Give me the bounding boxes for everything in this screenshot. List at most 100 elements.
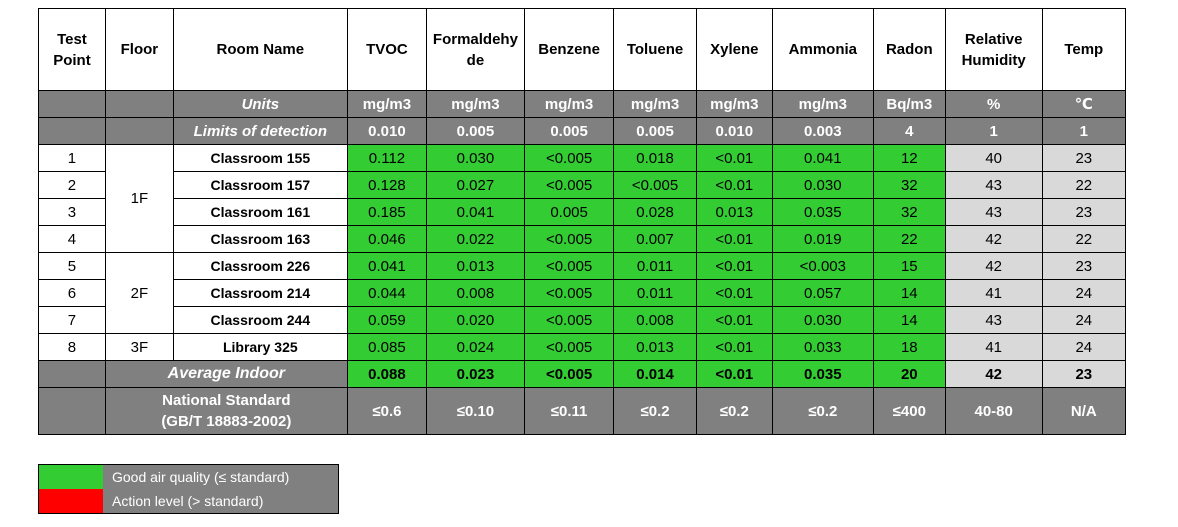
avg-xylene: <0.01 <box>695 360 773 388</box>
formaldehyde-cell: 0.030 <box>426 144 525 172</box>
radon-cell: 15 <box>872 252 946 280</box>
std-benzene: ≤0.11 <box>523 387 615 435</box>
temp-cell: 24 <box>1041 333 1127 361</box>
formaldehyde-cell: 0.024 <box>426 333 525 361</box>
avg-formaldehyde: 0.023 <box>426 360 525 388</box>
tvoc-cell: 0.085 <box>346 333 428 361</box>
tvoc-cell: 0.128 <box>346 171 428 199</box>
std-tvoc: ≤0.6 <box>346 387 428 435</box>
blank-cell <box>38 117 106 145</box>
blank-cell <box>104 117 174 145</box>
test-point-cell: 1 <box>38 144 106 172</box>
table-row: 4 Classroom 163 0.046 0.022 <0.005 0.007… <box>38 225 1127 253</box>
xylene-cell: <0.01 <box>695 225 773 253</box>
formaldehyde-cell: 0.027 <box>426 171 525 199</box>
header-room-name: Room Name <box>172 8 348 91</box>
xylene-cell: <0.01 <box>695 279 773 307</box>
avg-ammonia: 0.035 <box>771 360 874 388</box>
average-indoor-label: Average Indoor <box>104 360 348 388</box>
toluene-cell: <0.005 <box>613 171 697 199</box>
header-radon: Radon <box>872 8 946 91</box>
xylene-cell: <0.01 <box>695 252 773 280</box>
std-formaldehyde: ≤0.10 <box>426 387 525 435</box>
average-indoor-row: Average Indoor 0.088 0.023 <0.005 0.014 … <box>38 360 1127 388</box>
blank-cell <box>38 90 106 118</box>
test-point-cell: 4 <box>38 225 106 253</box>
test-point-cell: 3 <box>38 198 106 226</box>
formaldehyde-cell: 0.041 <box>426 198 525 226</box>
header-relative-humidity: Relative Humidity <box>944 8 1043 91</box>
header-ammonia: Ammonia <box>771 8 874 91</box>
toluene-cell: 0.013 <box>613 333 697 361</box>
radon-cell: 14 <box>872 306 946 334</box>
header-formaldehyde: Formaldehyde <box>426 8 525 91</box>
ammonia-cell: 0.035 <box>771 198 874 226</box>
legend: Good air quality (≤ standard) Action lev… <box>38 464 339 514</box>
humidity-cell: 42 <box>944 225 1043 253</box>
room-name-cell: Classroom 163 <box>172 225 348 253</box>
ammonia-cell: 0.041 <box>771 144 874 172</box>
lod-value: 0.010 <box>695 117 773 145</box>
table-row: 2 Classroom 157 0.128 0.027 <0.005 <0.00… <box>38 171 1127 199</box>
test-point-cell: 7 <box>38 306 106 334</box>
header-floor: Floor <box>104 8 174 91</box>
detection-limits-row: Limits of detection 0.010 0.005 0.005 0.… <box>38 117 1127 145</box>
header-temp: Temp <box>1041 8 1127 91</box>
lod-value: 0.005 <box>523 117 615 145</box>
detection-limits-label: Limits of detection <box>172 117 348 145</box>
radon-cell: 18 <box>872 333 946 361</box>
legend-item-action: Action level (> standard) <box>39 489 338 513</box>
national-standard-row: National Standard (GB/T 18883-2002) ≤0.6… <box>38 387 1127 435</box>
lod-value: 1 <box>944 117 1043 145</box>
tvoc-cell: 0.044 <box>346 279 428 307</box>
avg-benzene: <0.005 <box>523 360 615 388</box>
toluene-cell: 0.018 <box>613 144 697 172</box>
toluene-cell: 0.028 <box>613 198 697 226</box>
room-name-cell: Classroom 155 <box>172 144 348 172</box>
benzene-cell: 0.005 <box>523 198 615 226</box>
humidity-cell: 41 <box>944 333 1043 361</box>
radon-cell: 14 <box>872 279 946 307</box>
units-value: % <box>944 90 1043 118</box>
ammonia-cell: <0.003 <box>771 252 874 280</box>
test-point-cell: 5 <box>38 252 106 280</box>
room-name-cell: Classroom 214 <box>172 279 348 307</box>
header-tvoc: TVOC <box>346 8 428 91</box>
units-row: Units mg/m3 mg/m3 mg/m3 mg/m3 mg/m3 mg/m… <box>38 90 1127 118</box>
std-ammonia: ≤0.2 <box>771 387 874 435</box>
temp-cell: 22 <box>1041 171 1127 199</box>
lod-value: 0.005 <box>613 117 697 145</box>
units-value: Bq/m3 <box>872 90 946 118</box>
lod-value: 1 <box>1041 117 1127 145</box>
room-name-cell: Library 325 <box>172 333 348 361</box>
units-value: mg/m3 <box>613 90 697 118</box>
lod-value: 0.003 <box>771 117 874 145</box>
lod-value: 0.010 <box>346 117 428 145</box>
test-point-cell: 2 <box>38 171 106 199</box>
blank-cell <box>104 90 174 118</box>
room-name-cell: Classroom 161 <box>172 198 348 226</box>
tvoc-cell: 0.059 <box>346 306 428 334</box>
lod-value: 0.005 <box>426 117 525 145</box>
header-row: Test Point Floor Room Name TVOC Formalde… <box>38 8 1127 91</box>
floor-cell: 1F <box>104 144 174 253</box>
legend-label-action: Action level (> standard) <box>112 493 264 509</box>
legend-label-good: Good air quality (≤ standard) <box>112 469 290 485</box>
humidity-cell: 40 <box>944 144 1043 172</box>
air-quality-table: Test Point Floor Room Name TVOC Formalde… <box>38 8 1127 435</box>
header-toluene: Toluene <box>613 8 697 91</box>
blank-cell <box>38 387 106 435</box>
std-radon: ≤400 <box>872 387 946 435</box>
tvoc-cell: 0.046 <box>346 225 428 253</box>
temp-cell: 23 <box>1041 198 1127 226</box>
std-xylene: ≤0.2 <box>695 387 773 435</box>
avg-humidity: 42 <box>944 360 1043 388</box>
avg-radon: 20 <box>872 360 946 388</box>
benzene-cell: <0.005 <box>523 171 615 199</box>
xylene-cell: <0.01 <box>695 333 773 361</box>
toluene-cell: 0.007 <box>613 225 697 253</box>
radon-cell: 32 <box>872 198 946 226</box>
ammonia-cell: 0.030 <box>771 306 874 334</box>
tvoc-cell: 0.041 <box>346 252 428 280</box>
tvoc-cell: 0.112 <box>346 144 428 172</box>
